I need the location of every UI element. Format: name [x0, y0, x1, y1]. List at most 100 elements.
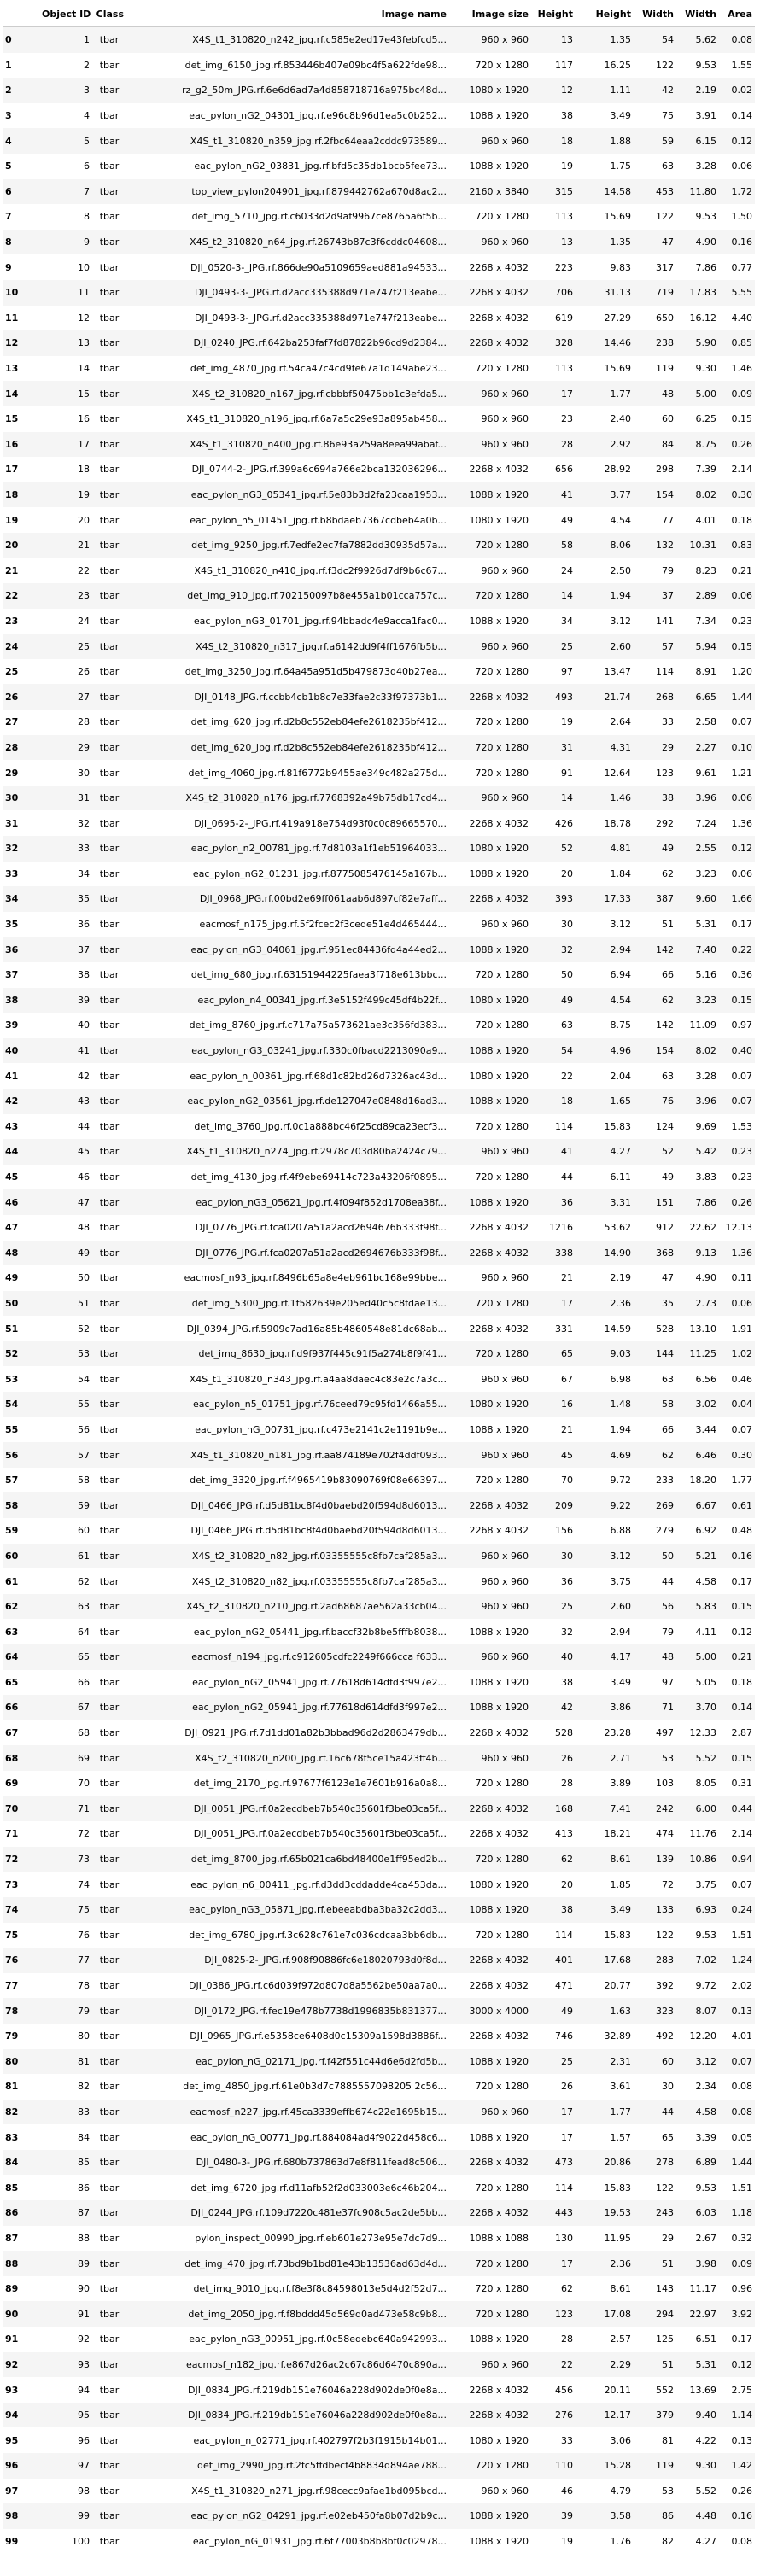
class-label: tbar: [99, 1120, 120, 1132]
table-row: 73 74 tbar eac_pylon_n6_00411_jpg.rf.d3dd3c…: [3, 1872, 755, 1897]
row-index: 49: [5, 1272, 19, 1284]
area: 0.96: [731, 2283, 753, 2295]
width-pct: 3.91: [695, 110, 717, 122]
area: 0.02: [719, 78, 755, 103]
width-px: 294: [634, 2301, 676, 2328]
class-label: tbar: [99, 1575, 120, 1587]
width-px: 49: [634, 836, 676, 862]
width-px: 37: [634, 583, 676, 609]
row-index: 37: [5, 969, 19, 981]
table-row: 81 82 tbar det_img_4850_jpg.rf.61e0b3d7c788…: [3, 2074, 755, 2100]
row-index: 18: [3, 482, 39, 508]
table-row: 8 9 tbar X4S_t2_310820_n64_jpg.rf.26743b87c…: [3, 229, 755, 255]
table-row: 86 87 tbar DJI_0244_JPG.rf.109d7220c481e37f…: [3, 2200, 755, 2226]
height-pct: 4.17: [576, 1644, 634, 1670]
image-size: 720 x 1280: [449, 2251, 531, 2276]
width-pct: 8.23: [695, 564, 717, 576]
image-name: X4S_t2_310820_n176_jpg.rf.7768392a49b75d…: [126, 785, 449, 811]
height-px: 113: [555, 363, 573, 375]
object-id: 81: [39, 2048, 92, 2075]
image-name: DJI_0834_JPG.rf.219db151e76046a228d902de…: [126, 2402, 449, 2428]
class-label: tbar: [99, 867, 120, 879]
row-index: 98: [3, 2503, 39, 2529]
object-id: 31: [39, 785, 92, 811]
row-index: 79: [5, 2030, 19, 2042]
class-label: tbar: [92, 1037, 126, 1064]
width-pct: 6.67: [676, 1492, 719, 1519]
image-size: 1088 x 1920: [449, 1037, 531, 1064]
class-label: tbar: [92, 1998, 126, 2024]
table-row: 2 3 tbar rz_g2_50m_JPG.rf.6e6d6ad7a4d858718…: [3, 78, 755, 103]
height-pct: 1.35: [576, 26, 634, 53]
class-label: tbar: [92, 1796, 126, 1822]
width-px: 283: [634, 1948, 676, 1973]
width-px: 492: [656, 2030, 674, 2042]
height-pct: 14.59: [604, 1323, 632, 1335]
width-pct: 6.65: [676, 684, 719, 710]
area: 0.06: [719, 1290, 755, 1317]
height-pct: 2.19: [610, 1272, 632, 1284]
width-px: 142: [656, 1019, 674, 1031]
area: 0.32: [731, 2232, 753, 2244]
height-px: 443: [531, 2200, 576, 2226]
area: 0.06: [719, 785, 755, 811]
image-size: 1080 x 1920: [469, 2434, 529, 2446]
area: 0.21: [719, 1644, 755, 1670]
image-name: DJI_0520-3-_JPG.rf.866de90a5109659aed881…: [190, 261, 447, 273]
object-id: 20: [78, 514, 90, 526]
class-label: tbar: [92, 1846, 126, 1872]
class-label: tbar: [92, 836, 126, 862]
height-px: 34: [561, 615, 573, 627]
class-label: tbar: [92, 1695, 126, 1720]
image-size: 720 x 1280: [449, 1846, 531, 1872]
width-pct: 8.02: [676, 1037, 719, 1064]
class-label: tbar: [99, 1626, 120, 1638]
object-id: 85: [39, 2149, 92, 2176]
image-size: 960 x 960: [449, 2099, 531, 2125]
area: 0.08: [731, 2081, 753, 2093]
object-id: 65: [39, 1644, 92, 1670]
height-px: 46: [561, 2485, 573, 2497]
class-label: tbar: [99, 817, 120, 829]
class-label: tbar: [92, 1240, 126, 1266]
image-size: 2268 x 4032: [449, 1796, 531, 1822]
width-pct: 9.13: [676, 1240, 719, 1266]
table-row: 87 88 tbar pylon_inspect_00990_jpg.rf.eb601…: [3, 2226, 755, 2252]
table-row: 49 50 tbar eacmosf_n93_jpg.rf.8496b65a8e4eb…: [3, 1265, 755, 1291]
width-pct: 6.51: [695, 2334, 717, 2345]
height-pct: 14.90: [576, 1240, 634, 1266]
height-pct: 1.76: [610, 2536, 632, 2548]
image-name: X4S_t2_310820_n167_jpg.rf.cbbbf50475bb1c…: [126, 381, 449, 406]
height-px: 17: [531, 381, 576, 406]
object-id: 28: [78, 716, 90, 728]
height-px: 426: [555, 817, 573, 829]
area: 0.30: [719, 482, 755, 508]
height-px: 67: [561, 1373, 573, 1385]
object-id: 16: [78, 413, 90, 425]
area: 0.17: [731, 919, 753, 931]
height-pct: 27.29: [604, 312, 632, 324]
image-name: det_img_8760_jpg.rf.c717a75a573621ae3c35…: [189, 1019, 447, 1031]
width-px: 323: [634, 1998, 676, 2024]
table-row: 65 66 tbar eac_pylon_nG2_05941_jpg.rf.77618…: [3, 1670, 755, 1696]
table-row: 46 47 tbar eac_pylon_nG3_05621_jpg.rf.4f094…: [3, 1189, 755, 1215]
width-pct: 3.70: [676, 1695, 719, 1720]
height-pct: 28.92: [604, 464, 632, 476]
image-name: X4S_t2_310820_n210_jpg.rf.2ad68687ae562a…: [126, 1593, 449, 1620]
object-id: 47: [39, 1189, 92, 1215]
image-size: 1088 x 1920: [449, 937, 531, 962]
table-row: 90 91 tbar det_img_2050_jpg.rf.f8bddd45d569…: [3, 2301, 755, 2328]
height-pct: 14.58: [576, 178, 634, 205]
area: 0.12: [719, 836, 755, 862]
area: 0.85: [719, 330, 755, 356]
row-index: 7: [5, 211, 12, 223]
height-pct: 11.95: [604, 2232, 632, 2244]
class-label: tbar: [99, 161, 120, 172]
object-id: 60: [78, 1525, 90, 1537]
width-pct: 10.31: [676, 532, 719, 558]
class-label: tbar: [99, 666, 120, 678]
height-pct: 53.62: [604, 1222, 632, 1234]
height-pct: 3.58: [576, 2503, 634, 2529]
width-px: 60: [634, 2048, 676, 2075]
height-pct: 4.96: [576, 1037, 634, 1064]
